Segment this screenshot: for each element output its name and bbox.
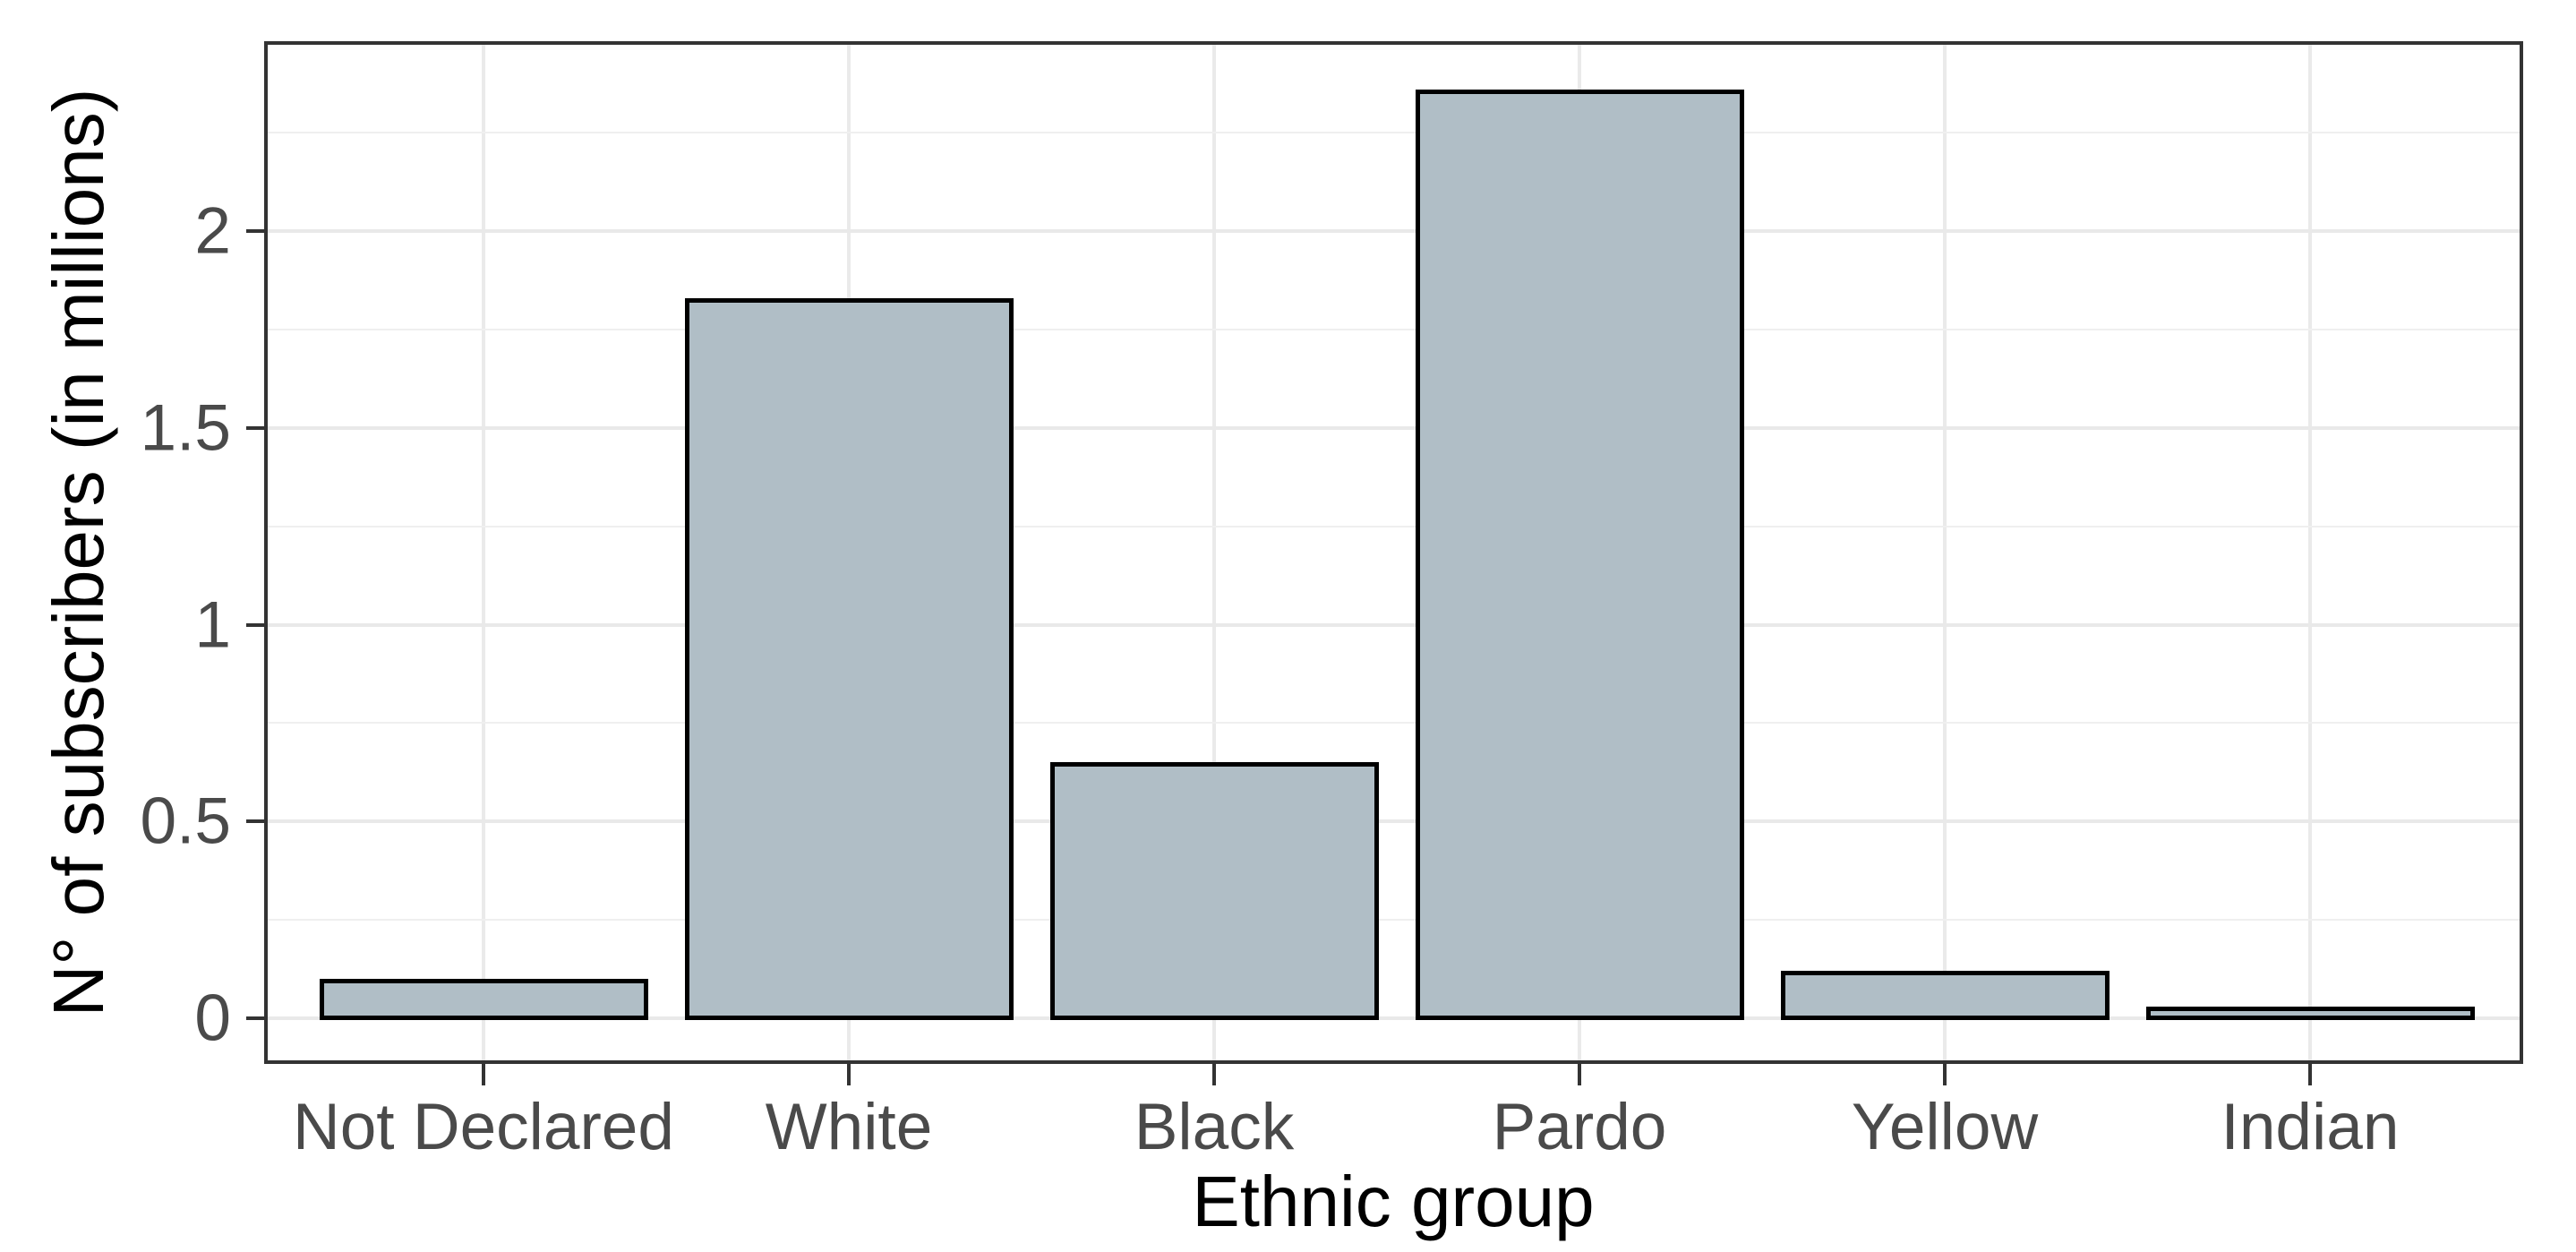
x-tick-label: White — [765, 1091, 933, 1163]
x-tick-label: Indian — [2221, 1091, 2400, 1163]
y-tick-label: 1 — [194, 588, 231, 661]
bar-black — [1049, 762, 1379, 1021]
x-tick-label: Black — [1134, 1091, 1295, 1163]
bar-yellow — [1780, 971, 2110, 1021]
vertical-gridline — [1943, 41, 1947, 1064]
x-tick-label: Yellow — [1851, 1091, 2039, 1163]
y-axis-title: N° of subscribers (in millions) — [39, 88, 118, 1017]
minor-gridline — [264, 919, 2523, 922]
x-tick-label: Not Declared — [292, 1091, 675, 1163]
y-axis-tick — [246, 622, 264, 627]
x-axis-tick — [847, 1064, 851, 1085]
major-gridline — [264, 229, 2523, 233]
y-tick-label: 0 — [194, 982, 231, 1055]
x-axis-tick — [2308, 1064, 2312, 1085]
vertical-gridline — [2308, 41, 2312, 1064]
plot-panel — [264, 41, 2523, 1064]
x-tick-label: Pardo — [1492, 1091, 1667, 1163]
bar-indian — [2145, 1006, 2475, 1021]
y-axis-tick — [246, 819, 264, 824]
major-gridline — [264, 622, 2523, 627]
minor-gridline — [264, 525, 2523, 527]
bar-white — [684, 297, 1014, 1021]
y-axis-tick — [246, 1016, 264, 1020]
y-tick-label: 1.5 — [140, 391, 231, 465]
x-axis-title: Ethnic group — [1192, 1162, 1595, 1241]
major-gridline — [264, 1016, 2523, 1020]
y-axis-tick — [246, 229, 264, 233]
x-axis-tick — [482, 1064, 485, 1085]
x-axis-tick — [1943, 1064, 1947, 1085]
minor-gridline — [264, 328, 2523, 330]
bar-not-declared — [319, 979, 648, 1021]
y-axis-tick — [246, 425, 264, 430]
x-axis-tick — [1212, 1064, 1216, 1085]
minor-gridline — [264, 722, 2523, 725]
minor-gridline — [264, 132, 2523, 134]
y-tick-label: 0.5 — [140, 785, 231, 858]
major-gridline — [264, 425, 2523, 430]
bar-pardo — [1415, 89, 1744, 1021]
vertical-gridline — [482, 41, 485, 1064]
x-axis-tick — [1578, 1064, 1581, 1085]
major-gridline — [264, 819, 2523, 824]
vertical-gridline — [1212, 41, 1216, 1064]
y-tick-label: 2 — [194, 194, 231, 268]
